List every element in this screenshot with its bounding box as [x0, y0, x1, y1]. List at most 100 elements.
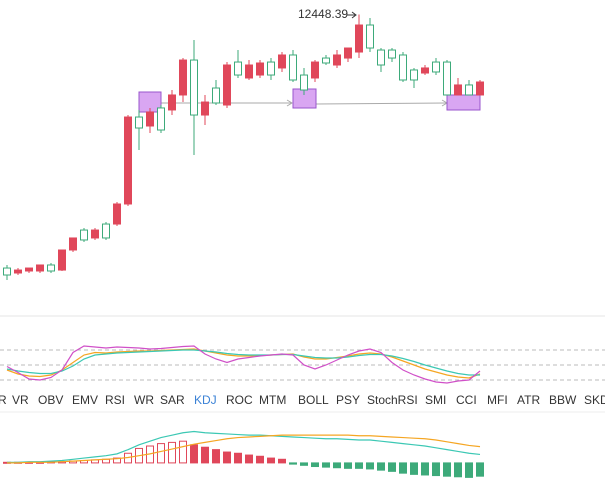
histogram-bar — [300, 462, 308, 466]
histogram-bar — [322, 462, 330, 468]
candle-body — [58, 249, 66, 271]
candle-body — [355, 24, 363, 53]
candle-body — [432, 61, 440, 73]
candle-body — [465, 84, 473, 96]
indicator-tab[interactable]: BBW — [549, 393, 577, 407]
arrow-line — [315, 102, 448, 105]
histogram-bar — [399, 462, 407, 474]
indicator-tab[interactable]: KDJ — [194, 393, 217, 407]
candle-body — [344, 47, 352, 59]
indicator-line — [6, 348, 481, 379]
candle-body — [377, 49, 385, 66]
histogram-bar — [267, 457, 275, 464]
histogram-bar — [201, 446, 209, 464]
candle-body — [289, 54, 297, 81]
candle-body — [300, 74, 308, 91]
histogram-bar — [168, 441, 176, 464]
candle-body — [201, 101, 209, 116]
candle-body — [333, 54, 341, 66]
candle-body — [454, 84, 462, 96]
candle-body — [223, 64, 231, 106]
candle-body — [190, 59, 198, 116]
candle-body — [113, 203, 121, 225]
indicator-tab[interactable]: R — [0, 393, 7, 407]
candle-body — [366, 24, 374, 49]
indicator-tab[interactable]: ROC — [226, 393, 253, 407]
candle-body — [388, 49, 396, 59]
indicator-line — [6, 345, 481, 384]
candle-body — [36, 264, 44, 272]
candle-body — [157, 107, 165, 131]
candle-body — [267, 61, 275, 76]
highlight-box — [446, 94, 481, 111]
histogram-bar — [278, 458, 286, 464]
candle-body — [179, 59, 187, 96]
histogram-bar — [179, 440, 187, 464]
indicator-tab[interactable]: CCI — [456, 393, 477, 407]
indicator-tab[interactable]: BOLL — [298, 393, 329, 407]
drawing-annotations — [138, 88, 481, 113]
candle-body — [234, 61, 242, 76]
candle-body — [69, 237, 77, 251]
histogram-bar — [432, 462, 440, 477]
indicator-tab[interactable]: ATR — [517, 393, 540, 407]
high-arrow-head — [351, 11, 357, 19]
histogram-bar — [377, 462, 385, 471]
indicator-tab[interactable]: SMI — [425, 393, 446, 407]
candle-body — [476, 81, 484, 96]
indicator-tab[interactable]: SKD — [584, 393, 605, 407]
histogram-bar — [366, 462, 374, 470]
indicator-tab[interactable]: SAR — [160, 393, 185, 407]
indicator-line — [7, 430, 481, 463]
histogram-bar — [388, 462, 396, 472]
histogram-bar — [311, 462, 319, 468]
candle-body — [25, 267, 33, 272]
histogram-bar — [454, 462, 462, 478]
candle-body — [311, 61, 319, 79]
indicator-tab[interactable]: RSI — [105, 393, 125, 407]
candle-body — [91, 229, 99, 239]
histogram-bar — [443, 462, 451, 477]
indicator-tab[interactable]: EMV — [72, 393, 98, 407]
histogram-bar — [190, 444, 198, 464]
candle-body — [421, 67, 429, 74]
candle-body — [322, 57, 330, 64]
indicator-tab[interactable]: WR — [134, 393, 154, 407]
histogram-bar — [421, 462, 429, 476]
indicator-tab[interactable]: OBV — [38, 393, 63, 407]
candle-body — [80, 229, 88, 241]
histogram-bar — [355, 462, 363, 469]
candle-body — [278, 54, 286, 69]
candle-body — [124, 116, 132, 205]
candle-body — [3, 267, 11, 276]
candle-body — [168, 94, 176, 111]
indicator-tab[interactable]: MFI — [487, 393, 508, 407]
histogram-bar — [223, 451, 231, 464]
candle-body — [245, 64, 253, 79]
candle-body — [102, 223, 110, 239]
histogram-bar — [344, 462, 352, 469]
histogram-bar — [465, 462, 473, 478]
arrow-head — [286, 99, 293, 107]
histogram-bar — [476, 462, 484, 477]
indicator-tab[interactable]: VR — [12, 393, 29, 407]
indicator-line — [6, 349, 480, 376]
indicator-tab[interactable]: MTM — [259, 393, 286, 407]
histogram-bar — [410, 462, 418, 475]
candle-body — [14, 269, 22, 274]
histogram-bar — [234, 452, 242, 464]
candle-body — [443, 61, 451, 96]
candle-body — [47, 264, 55, 272]
candle-body — [212, 87, 220, 104]
indicator-line — [7, 434, 481, 464]
indicator-tab[interactable]: StochRSI — [367, 393, 418, 407]
indicator-tab[interactable]: PSY — [336, 393, 360, 407]
histogram-bar — [333, 462, 341, 469]
candle-body — [256, 62, 264, 76]
candle-body — [135, 116, 143, 129]
histogram-bar — [256, 455, 264, 464]
candle-body — [146, 111, 154, 127]
candle-body — [399, 54, 407, 81]
candle-body — [410, 69, 418, 81]
